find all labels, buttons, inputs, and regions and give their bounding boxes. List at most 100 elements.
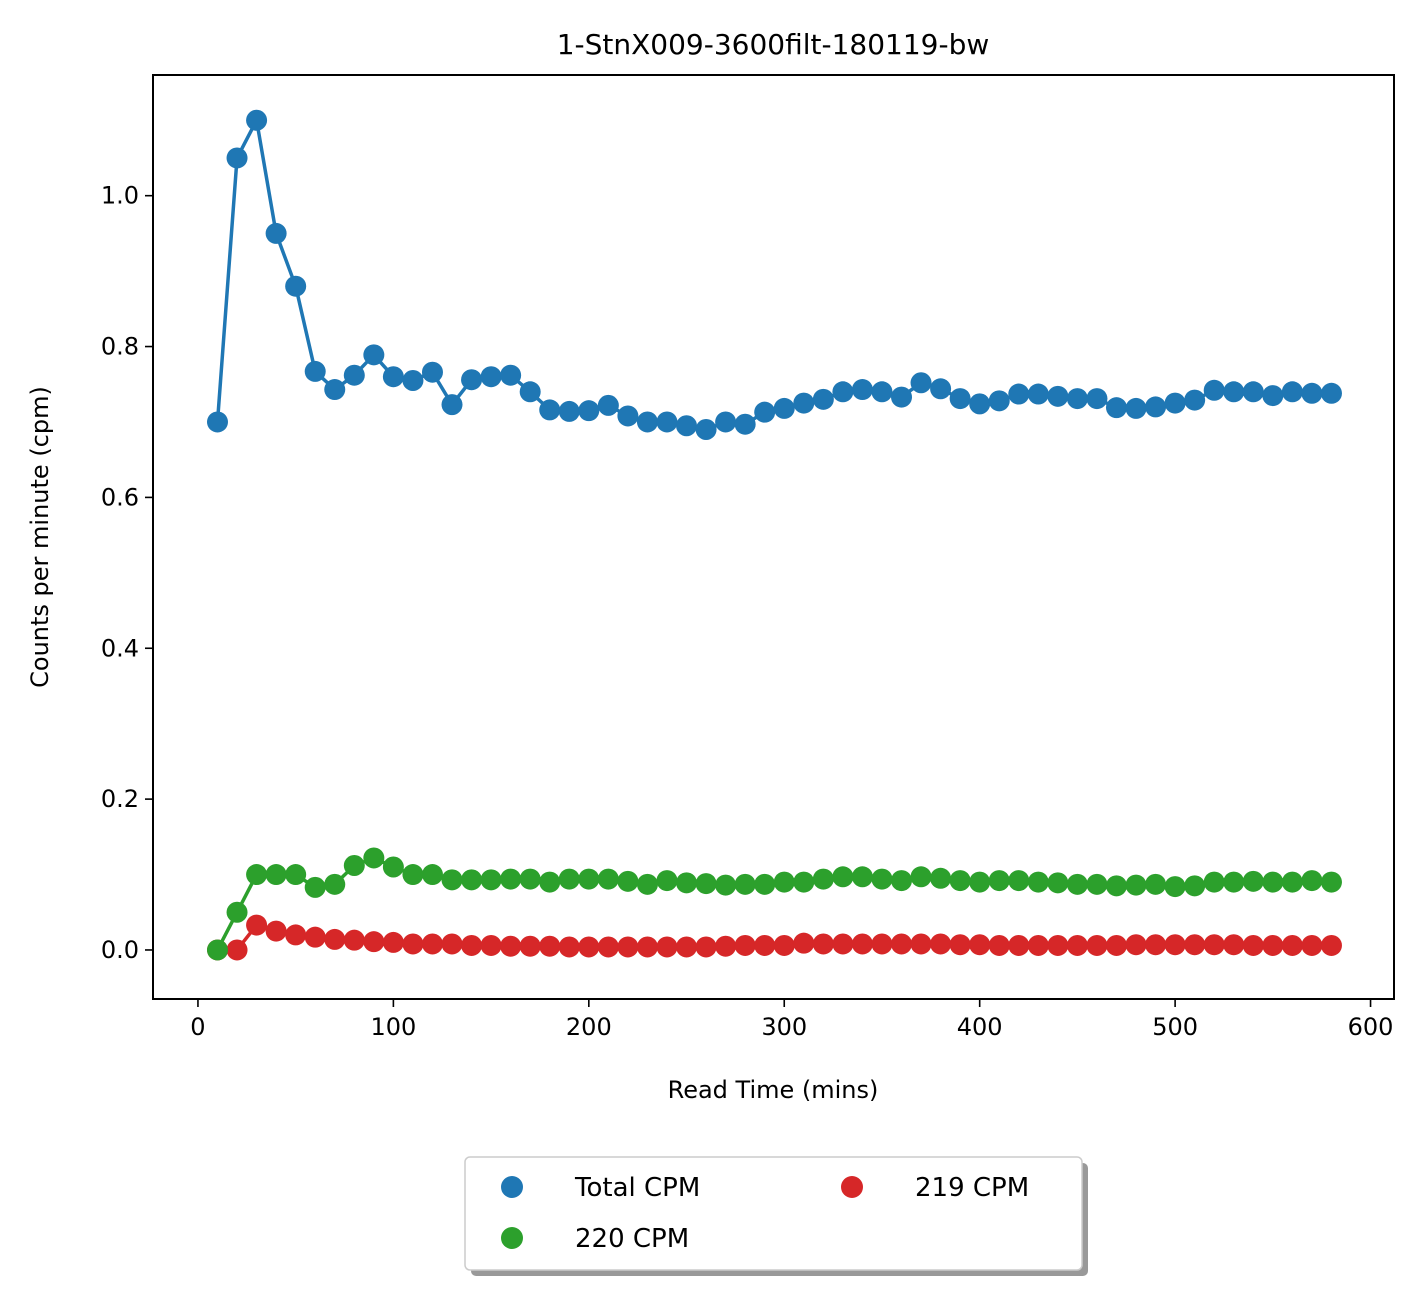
data-point-220-cpm [363, 847, 385, 869]
data-point-219-cpm [1320, 934, 1342, 956]
data-point-total-cpm [421, 361, 443, 383]
data-point-total-cpm [461, 369, 483, 391]
data-point-219-cpm [363, 931, 385, 953]
data-point-total-cpm [226, 147, 248, 169]
data-point-total-cpm [382, 366, 404, 388]
data-point-220-cpm [969, 871, 991, 893]
data-point-220-cpm [891, 870, 913, 892]
data-point-total-cpm [617, 405, 639, 427]
x-tick-label: 100 [370, 1013, 416, 1041]
data-point-220-cpm [402, 864, 424, 886]
data-point-219-cpm [636, 936, 658, 958]
data-point-total-cpm [851, 379, 873, 401]
data-point-total-cpm [1242, 381, 1264, 403]
y-tick-label: 0.0 [101, 936, 139, 964]
data-point-219-cpm [793, 932, 815, 954]
data-point-220-cpm [715, 874, 737, 896]
data-point-220-cpm [324, 873, 346, 895]
data-point-total-cpm [1145, 396, 1167, 418]
y-tick-label: 0.2 [101, 785, 139, 813]
data-point-219-cpm [695, 936, 717, 958]
data-point-220-cpm [1008, 870, 1030, 892]
data-point-220-cpm [1262, 871, 1284, 893]
data-point-total-cpm [1262, 385, 1284, 407]
data-point-220-cpm [1281, 871, 1303, 893]
data-point-total-cpm [812, 388, 834, 410]
data-point-total-cpm [988, 390, 1010, 412]
data-point-220-cpm [382, 856, 404, 878]
data-point-total-cpm [246, 109, 268, 131]
data-point-219-cpm [656, 936, 678, 958]
data-point-219-cpm [676, 936, 698, 958]
data-point-total-cpm [500, 364, 522, 386]
data-point-219-cpm [1066, 934, 1088, 956]
data-point-220-cpm [1242, 870, 1264, 892]
data-point-219-cpm [871, 933, 893, 955]
data-point-total-cpm [676, 415, 698, 437]
data-point-220-cpm [421, 864, 443, 886]
data-point-219-cpm [891, 933, 913, 955]
data-point-total-cpm [1164, 392, 1186, 414]
legend-item: 219 CPM [841, 1173, 1029, 1203]
plot-marks [206, 109, 1342, 961]
data-point-220-cpm [1184, 875, 1206, 897]
data-point-220-cpm [1164, 876, 1186, 898]
legend-label: 219 CPM [915, 1173, 1029, 1203]
data-point-total-cpm [695, 419, 717, 441]
data-point-219-cpm [519, 935, 541, 957]
data-point-219-cpm [597, 936, 619, 958]
data-point-219-cpm [1125, 934, 1147, 956]
data-point-total-cpm [636, 411, 658, 433]
data-point-220-cpm [1125, 874, 1147, 896]
data-point-220-cpm [656, 870, 678, 892]
data-point-total-cpm [656, 411, 678, 433]
data-point-220-cpm [773, 871, 795, 893]
data-point-total-cpm [1027, 383, 1049, 405]
data-point-220-cpm [695, 873, 717, 895]
data-point-220-cpm [206, 939, 228, 961]
data-point-total-cpm [715, 411, 737, 433]
data-point-220-cpm [851, 866, 873, 888]
x-tick-label: 600 [1348, 1013, 1394, 1041]
data-point-220-cpm [832, 866, 854, 888]
data-point-219-cpm [246, 914, 268, 936]
data-point-total-cpm [1066, 388, 1088, 410]
x-tick-label: 400 [957, 1013, 1003, 1041]
data-point-total-cpm [285, 275, 307, 297]
data-point-220-cpm [812, 868, 834, 890]
legend-item: Total CPM [501, 1173, 700, 1203]
data-point-220-cpm [988, 870, 1010, 892]
data-point-219-cpm [265, 920, 287, 942]
legend-box [464, 1156, 1083, 1271]
data-point-total-cpm [910, 372, 932, 394]
data-point-total-cpm [1086, 388, 1108, 410]
data-point-220-cpm [676, 872, 698, 894]
data-point-220-cpm [1145, 873, 1167, 895]
data-point-219-cpm [754, 934, 776, 956]
data-point-219-cpm [480, 934, 502, 956]
y-tick-label: 0.6 [101, 483, 139, 511]
data-point-total-cpm [1184, 389, 1206, 411]
data-point-220-cpm [1066, 873, 1088, 895]
data-point-total-cpm [402, 369, 424, 391]
data-point-total-cpm [363, 344, 385, 366]
data-point-219-cpm [949, 934, 971, 956]
series-220-cpm [206, 847, 1342, 961]
data-point-220-cpm [871, 868, 893, 890]
data-point-220-cpm [734, 873, 756, 895]
data-point-220-cpm [480, 869, 502, 891]
plot-frame [152, 74, 1395, 1000]
data-point-total-cpm [441, 394, 463, 416]
data-point-220-cpm [1047, 872, 1069, 894]
data-point-total-cpm [597, 394, 619, 416]
data-point-219-cpm [1027, 934, 1049, 956]
legend-marker [501, 1176, 523, 1198]
data-point-220-cpm [910, 866, 932, 888]
data-point-220-cpm [343, 854, 365, 876]
x-axis-label: Read Time (mins) [668, 1076, 879, 1104]
legend: Total CPM 220 CPM 219 CPM [464, 1156, 1088, 1276]
data-point-220-cpm [1320, 871, 1342, 893]
data-point-219-cpm [910, 933, 932, 955]
data-point-219-cpm [1086, 934, 1108, 956]
data-point-219-cpm [715, 935, 737, 957]
